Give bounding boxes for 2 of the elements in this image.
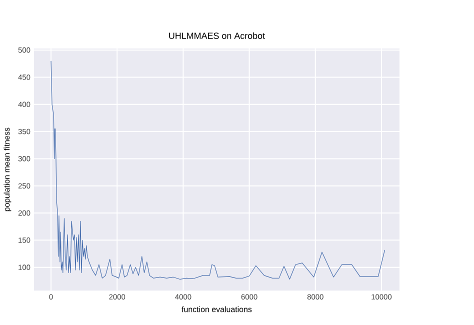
line-series [50, 60, 386, 280]
chart-title: UHLMMAES on Acrobot [169, 32, 265, 40]
